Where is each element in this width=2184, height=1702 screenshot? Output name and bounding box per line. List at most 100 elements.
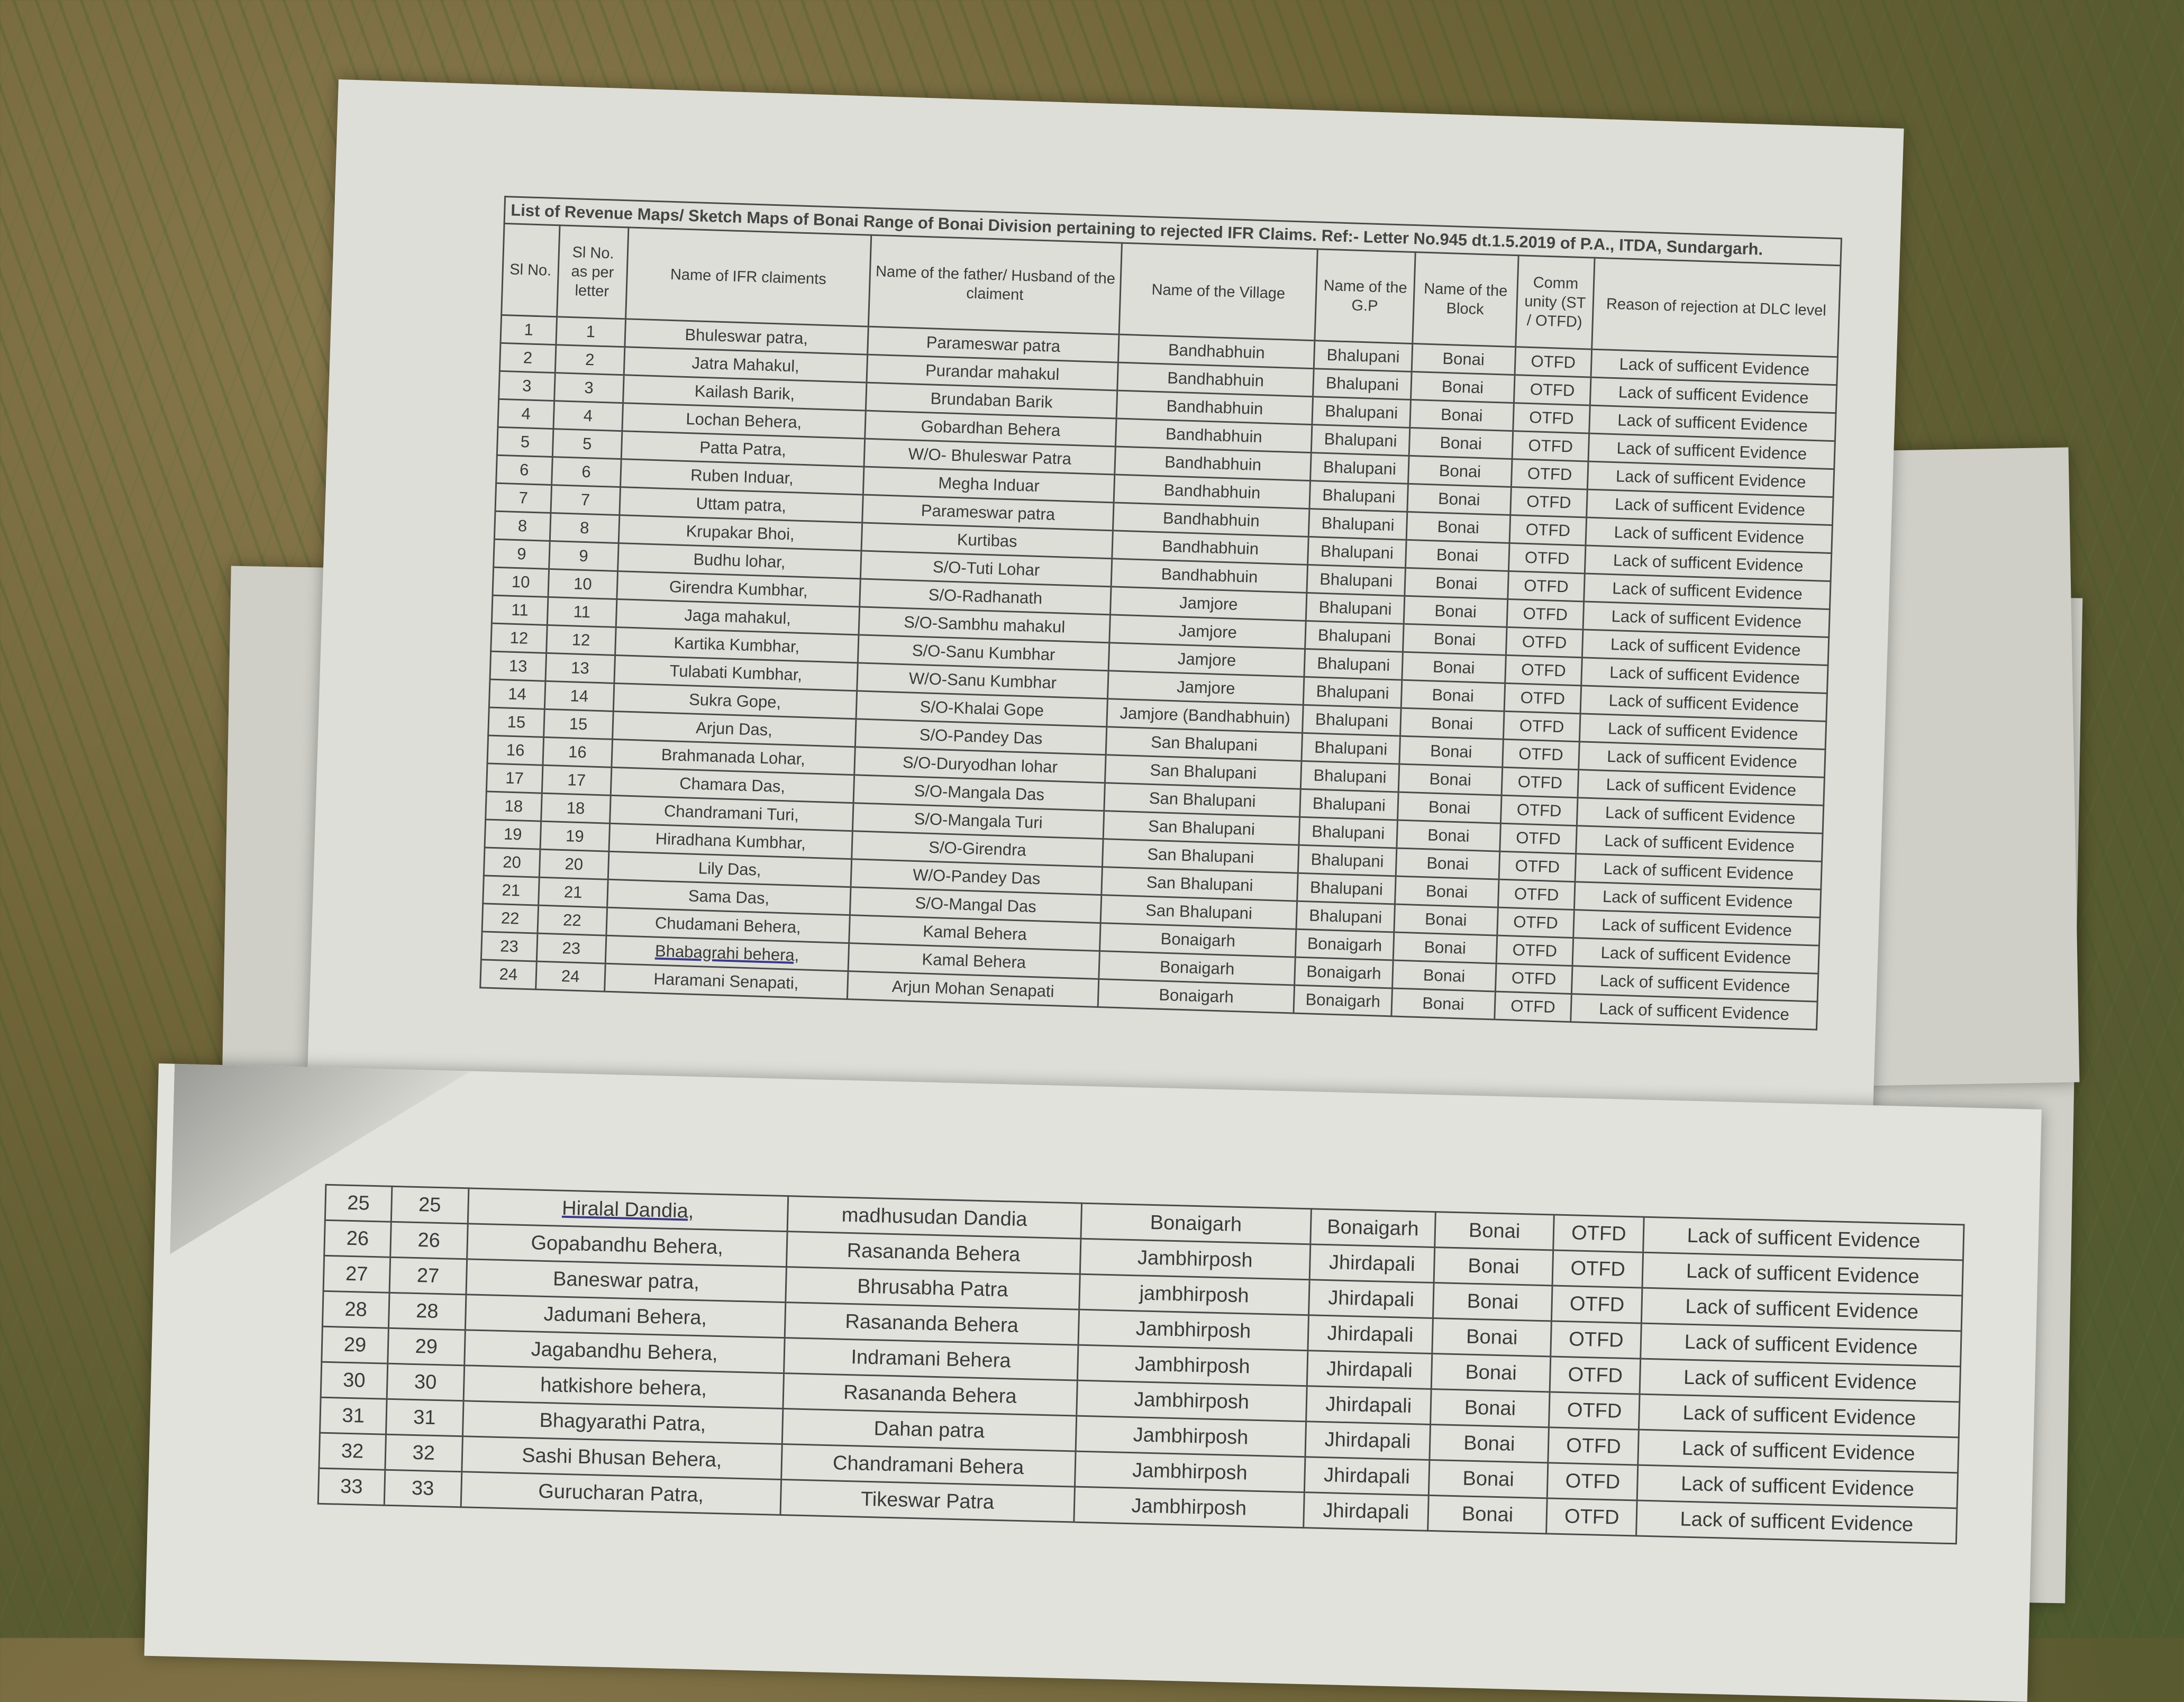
cell-block: Bonai [1404, 596, 1508, 627]
cell-village: Jambhirposh [1077, 1345, 1308, 1386]
claims-table-bottom: 25 25 Hiralal Dandia, madhusudan Dandia Bona… [317, 1184, 1965, 1545]
cell-sl-no-letter: 4 [553, 401, 623, 431]
cell-village: Jambhirposh [1078, 1309, 1309, 1351]
cell-village: Bonaigarh [1098, 979, 1295, 1014]
cell-sl-no: 33 [318, 1468, 385, 1506]
cell-sl-no-letter: 26 [390, 1222, 468, 1259]
cell-community: OTFD [1507, 571, 1585, 602]
cell-gp: Bonaigarh [1294, 957, 1394, 988]
cell-community: OTFD [1547, 1462, 1639, 1501]
cell-gp: Bhalupani [1300, 761, 1399, 793]
cell-gp: Bhalupani [1314, 340, 1413, 372]
cell-sl-no: 32 [319, 1433, 386, 1470]
cell-sl-no-letter: 21 [538, 877, 608, 908]
cell-gp: Bhalupani [1302, 733, 1400, 764]
cell-gp: Bhalupani [1310, 452, 1409, 484]
cell-gp: Bhalupani [1311, 424, 1410, 456]
cell-sl-no: 24 [480, 959, 537, 990]
cell-gp: Bhalupani [1299, 817, 1398, 849]
cell-block: Bonai [1402, 652, 1506, 684]
cell-village: Jambhirposh [1074, 1451, 1305, 1492]
cell-gp: Bhalupani [1307, 536, 1407, 568]
header-block: Name of the Block [1412, 252, 1518, 347]
cell-gp: Bhalupani [1313, 368, 1412, 400]
top-sheet: List of Revenue Maps/ Sketch Maps of Bon… [307, 79, 1904, 1118]
cell-sl-no: 6 [496, 455, 553, 485]
cell-community: OTFD [1495, 963, 1573, 994]
cell-community: OTFD [1501, 767, 1579, 798]
cell-sl-no: 5 [497, 427, 553, 457]
cell-sl-no: 29 [321, 1326, 389, 1364]
cell-community: OTFD [1510, 487, 1588, 518]
cell-block: Bonai [1406, 512, 1510, 543]
cell-community: OTFD [1551, 1321, 1642, 1359]
cell-gp: Bhalupani [1304, 649, 1403, 680]
cell-sl-no: 23 [481, 931, 538, 962]
cell-block: Bonai [1408, 456, 1512, 487]
header-claimant-name: Name of IFR claiments [625, 227, 871, 327]
cell-village: Jambhirposh [1076, 1380, 1307, 1422]
cell-sl-no-letter: 3 [554, 372, 624, 403]
cell-community: OTFD [1549, 1391, 1640, 1430]
cell-village: Jambhirposh [1079, 1239, 1311, 1280]
cell-block: Bonai [1434, 1212, 1554, 1251]
cell-community: OTFD [1553, 1215, 1644, 1253]
cell-sl-no-letter: 31 [386, 1399, 463, 1436]
cell-community: OTFD [1494, 991, 1572, 1022]
cell-community: OTFD [1550, 1356, 1641, 1395]
cell-block: Bonai [1409, 399, 1514, 431]
cell-block: Bonai [1433, 1282, 1553, 1321]
cell-sl-no: 11 [492, 595, 548, 625]
cell-block: Bonai [1400, 708, 1504, 740]
cell-sl-no: 30 [321, 1362, 388, 1399]
cell-community: OTFD [1509, 515, 1587, 545]
cell-gp: Jhirdapali [1309, 1244, 1435, 1283]
cell-sl-no: 22 [482, 903, 539, 934]
cell-block: Bonai [1429, 1424, 1549, 1463]
cell-block: Bonai [1409, 427, 1513, 459]
cell-gp: Bonaigarh [1295, 929, 1394, 960]
cell-sl-no-letter: 30 [386, 1363, 465, 1401]
cell-community: OTFD [1546, 1498, 1637, 1536]
cell-sl-no-letter: 24 [535, 961, 605, 992]
cell-sl-no-letter: 2 [555, 344, 625, 375]
cell-block: Bonai [1412, 343, 1516, 375]
cell-community: OTFD [1500, 795, 1578, 826]
cell-block: Bonai [1397, 792, 1502, 824]
cell-block: Bonai [1403, 624, 1507, 656]
cell-sl-no: 2 [499, 343, 556, 373]
cell-sl-no-letter: 9 [549, 541, 618, 571]
cell-block: Bonai [1391, 988, 1495, 1020]
cell-sl-no-letter: 28 [388, 1293, 466, 1330]
cell-community: OTFD [1552, 1250, 1643, 1288]
cell-sl-no-letter: 6 [551, 457, 621, 487]
cell-sl-no: 18 [485, 791, 542, 822]
header-sl-no: Sl No. [501, 223, 560, 317]
cell-sl-no: 15 [488, 707, 545, 738]
cell-sl-no: 10 [493, 567, 549, 597]
cell-block: Bonai [1394, 904, 1498, 936]
cell-sl-no-letter: 7 [550, 485, 621, 515]
cell-block: Bonai [1427, 1495, 1548, 1534]
cell-sl-no: 9 [493, 539, 550, 569]
cell-community: OTFD [1508, 543, 1586, 574]
cell-sl-no: 3 [498, 371, 556, 401]
cell-gp: Bhalupani [1307, 565, 1406, 596]
cell-sl-no: 20 [484, 847, 540, 878]
cell-block: Bonai [1431, 1353, 1551, 1392]
cell-block: Bonai [1430, 1389, 1550, 1427]
cell-community: OTFD [1512, 431, 1589, 462]
cell-gp: Jhirdapali [1306, 1386, 1431, 1425]
cell-gp: Bhalupani [1306, 593, 1405, 624]
cell-sl-no-letter: 10 [548, 569, 618, 599]
cell-community: OTFD [1503, 711, 1581, 742]
cell-claimant-name: Gurucharan Patra, [460, 1471, 781, 1515]
cell-block: Bonai [1401, 680, 1505, 712]
cell-sl-no-letter: 13 [545, 653, 615, 684]
cell-gp: Bhalupani [1302, 705, 1402, 736]
cell-sl-no: 27 [323, 1255, 390, 1293]
cell-community: OTFD [1506, 599, 1585, 630]
cell-sl-no: 12 [490, 623, 548, 653]
cell-village: Jambhirposh [1073, 1487, 1305, 1528]
cell-community: OTFD [1496, 935, 1574, 966]
